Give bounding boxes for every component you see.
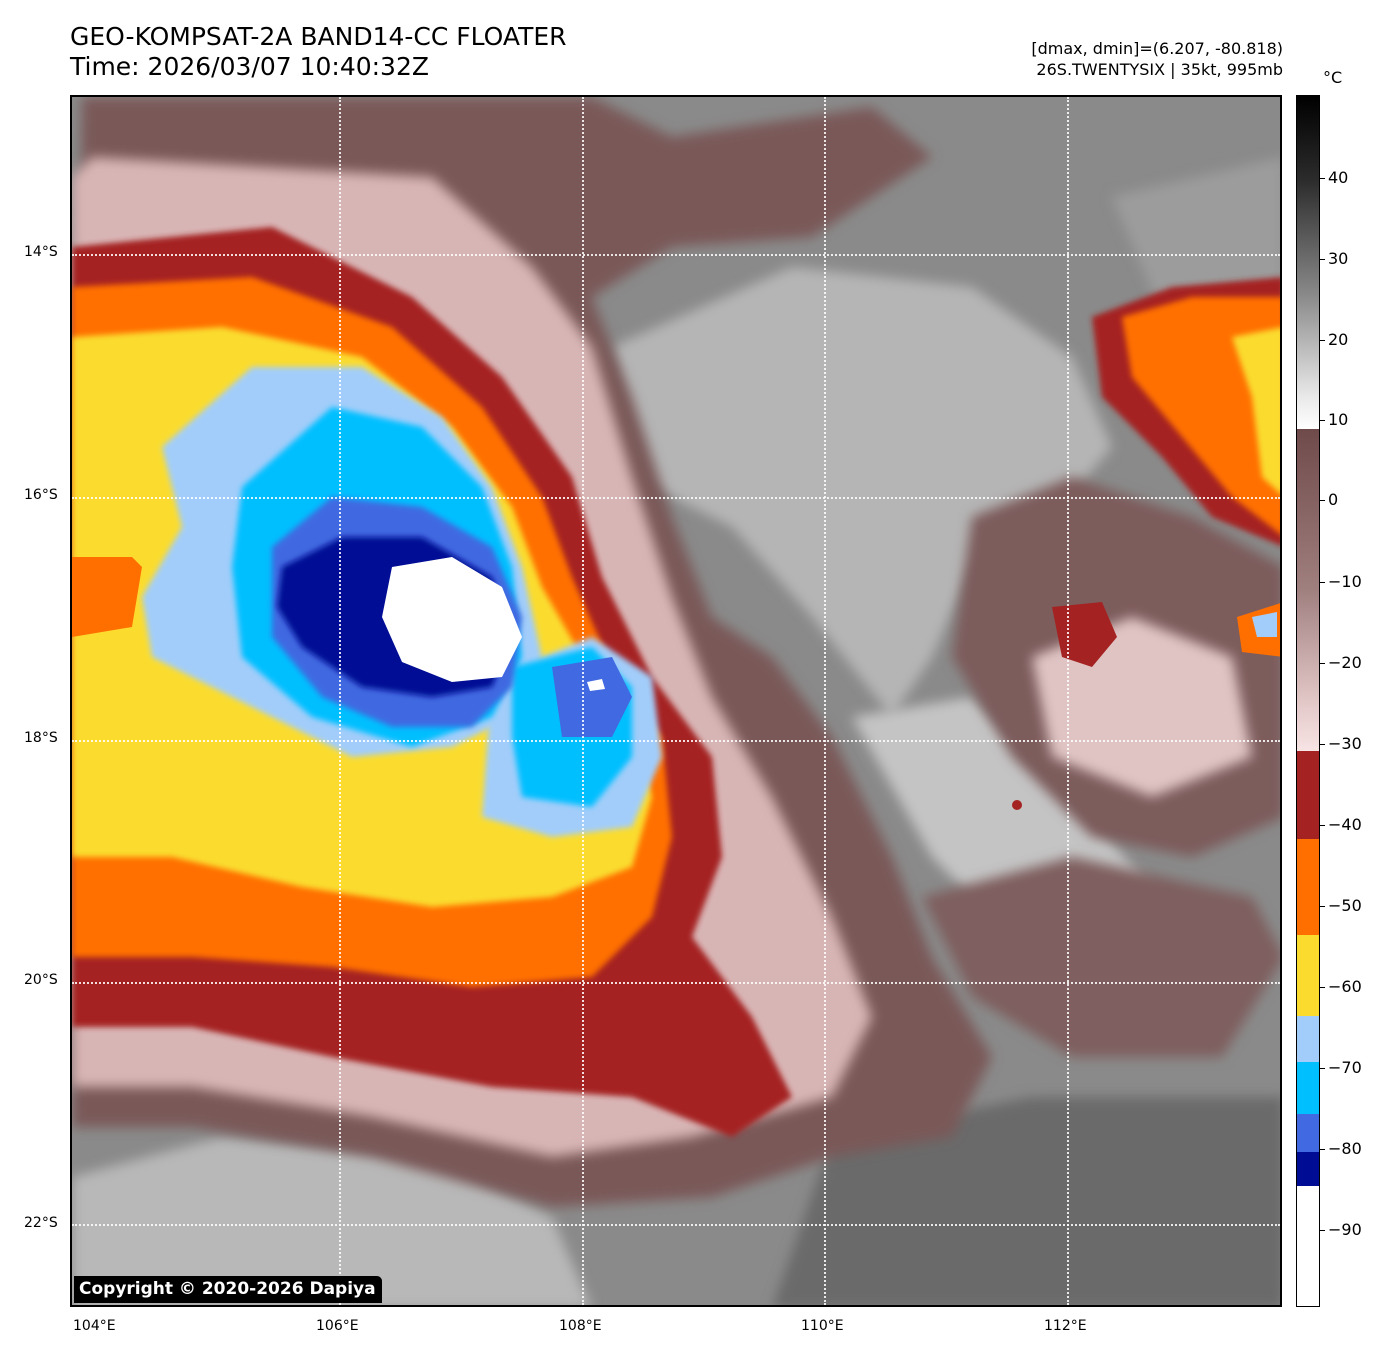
lat-label: 18°S xyxy=(24,730,58,746)
colorbar-cyan xyxy=(1297,1062,1319,1114)
colorbar-white xyxy=(1297,1186,1319,1306)
colorbar-tick-label: −40 xyxy=(1328,815,1362,834)
colorbar-tick-label: −20 xyxy=(1328,653,1362,672)
title-line-time: Time: 2026/03/07 10:40:32Z xyxy=(70,52,429,81)
meridian-112 xyxy=(1067,97,1069,1305)
colorbar-royal-blue xyxy=(1297,1114,1319,1152)
lat-label: 14°S xyxy=(24,244,58,260)
parallel-16s xyxy=(72,497,1280,499)
colorbar-tick-label: 0 xyxy=(1328,490,1339,509)
data-range-text: [dmax, dmin]=(6.207, -80.818) xyxy=(1031,39,1283,58)
colorbar-tick-label: 20 xyxy=(1328,330,1349,349)
lon-label: 110°E xyxy=(801,1318,844,1334)
storm-info: [dmax, dmin]=(6.207, -80.818) 26S.TWENTY… xyxy=(1031,38,1283,80)
colorbar-tick-label: 10 xyxy=(1328,410,1349,429)
colorbar-tick-label: 40 xyxy=(1328,168,1349,187)
storm-status-text: 26S.TWENTYSIX | 35kt, 995mb xyxy=(1036,60,1283,79)
meridian-106 xyxy=(339,97,341,1305)
lat-label: 20°S xyxy=(24,972,58,988)
colorbar-tick-label: 30 xyxy=(1328,249,1349,268)
lat-label: 16°S xyxy=(24,487,58,503)
colorbar-orange xyxy=(1297,839,1319,935)
colorbar-tick-label: −80 xyxy=(1328,1139,1362,1158)
colorbar-tick-label: −10 xyxy=(1328,572,1362,591)
colorbar-tick-label: −60 xyxy=(1328,977,1362,996)
colorbar-navy xyxy=(1297,1152,1319,1186)
copyright-badge: Copyright © 2020-2026 Dapiya xyxy=(74,1276,382,1303)
parallel-14s xyxy=(72,254,1280,256)
colorbar-red xyxy=(1297,751,1319,839)
colorbar-gray-scale xyxy=(1297,96,1319,429)
colorbar xyxy=(1296,95,1320,1307)
lon-label: 104°E xyxy=(73,1318,116,1334)
colorbar-brown-scale xyxy=(1297,429,1319,751)
cloud-top-imagery xyxy=(72,97,1280,1305)
title-line-product: GEO-KOMPSAT-2A BAND14-CC FLOATER xyxy=(70,22,567,51)
parallel-20s xyxy=(72,982,1280,984)
lon-label: 108°E xyxy=(559,1318,602,1334)
colorbar-tick-label: −50 xyxy=(1328,896,1362,915)
colorbar-light-blue xyxy=(1297,1016,1319,1062)
map-title: GEO-KOMPSAT-2A BAND14-CC FLOATER Time: 2… xyxy=(70,22,567,82)
meridian-108 xyxy=(582,97,584,1305)
colorbar-unit: °C xyxy=(1323,68,1343,87)
satellite-image: Copyright © 2020-2026 Dapiya xyxy=(70,95,1282,1307)
lon-label: 112°E xyxy=(1044,1318,1087,1334)
cloud-band-east xyxy=(612,267,1112,717)
cold-core-white xyxy=(382,557,522,682)
colorbar-yellow xyxy=(1297,935,1319,1016)
lon-label: 106°E xyxy=(316,1318,359,1334)
colorbar-tick-label: −30 xyxy=(1328,734,1362,753)
meridian-110 xyxy=(824,97,826,1305)
parallel-18s xyxy=(72,740,1280,742)
colorbar-tick-label: −90 xyxy=(1328,1220,1362,1239)
dark-ocean-south xyxy=(773,1097,1280,1305)
colorbar-tick-label: −70 xyxy=(1328,1058,1362,1077)
parallel-22s xyxy=(72,1224,1280,1226)
lat-label: 22°S xyxy=(24,1215,58,1231)
